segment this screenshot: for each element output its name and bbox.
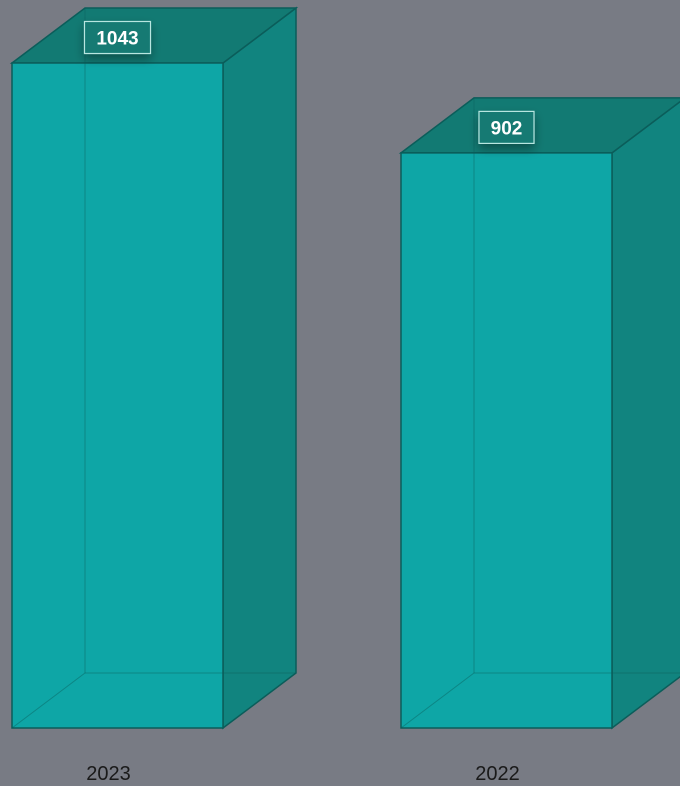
category-labels: 2023 2022: [86, 763, 520, 785]
value-label-text: 1043: [96, 29, 138, 50]
bar-side-face: [222, 6, 297, 730]
category-label-2022: 2022: [475, 763, 520, 785]
value-label-box: [478, 110, 535, 144]
bar-2022: 902: [398, 97, 680, 730]
bars-layer: 1043 902: [9, 6, 680, 730]
bar-side-face: [611, 100, 680, 730]
bar-front-face: [400, 152, 613, 729]
bar-hidden-edges: [11, 8, 296, 729]
value-label-box: [83, 20, 152, 55]
bar-front-face: [11, 62, 224, 729]
bar-2023: 1043: [9, 6, 299, 730]
value-label-text: 902: [491, 118, 523, 139]
bar-hidden-edges: [400, 97, 680, 729]
category-label-2023: 2023: [86, 763, 131, 785]
bar-value-label: 1043: [83, 20, 152, 55]
bar-value-label: 902: [478, 110, 535, 144]
